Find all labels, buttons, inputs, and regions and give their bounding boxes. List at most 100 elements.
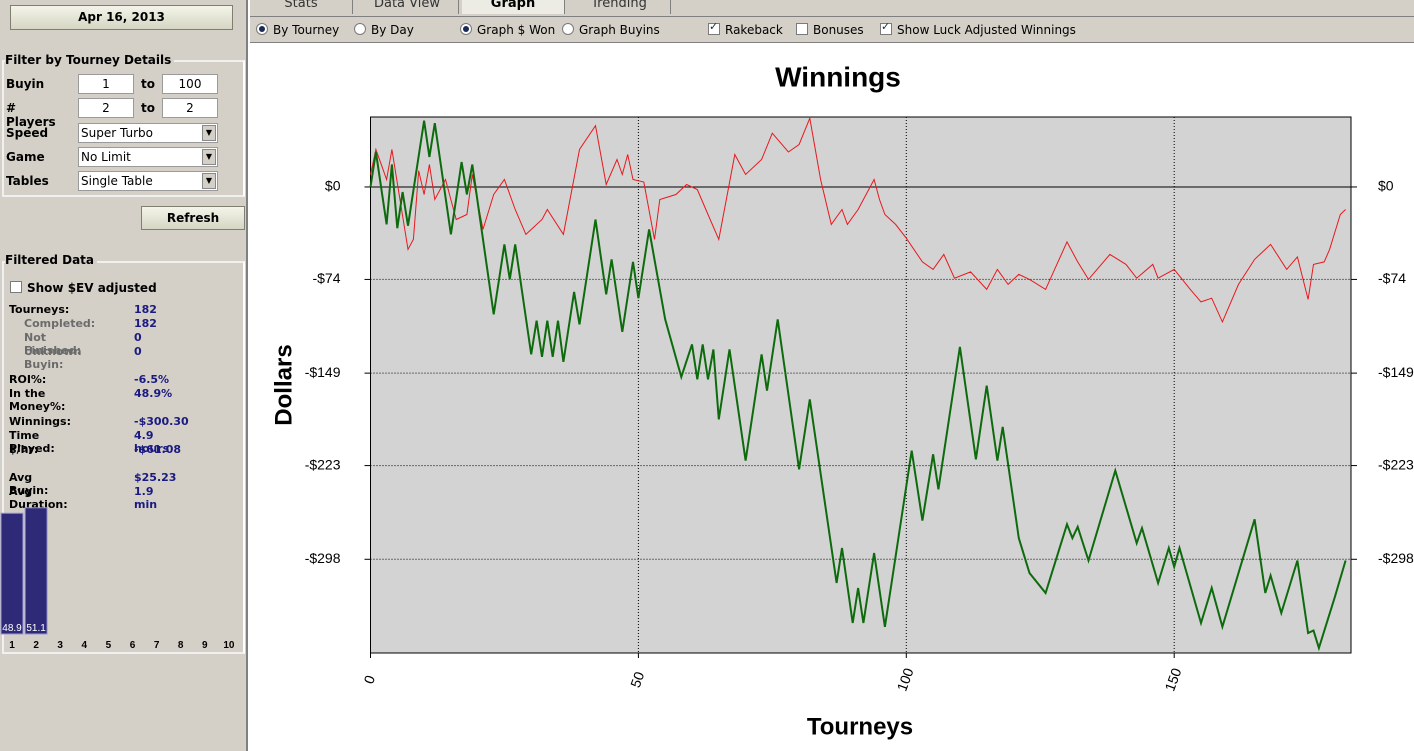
stat-label: ROI%: (9, 373, 47, 386)
stat-label: Winnings: (9, 415, 71, 428)
x-axis-label: Tourneys (807, 713, 913, 740)
select[interactable]: No Limit ▼ (78, 147, 218, 167)
option-label: Graph Buyins (579, 23, 660, 37)
filter-to-label: to (141, 77, 155, 91)
option-label: Bonuses (813, 23, 864, 37)
y-tick-label: -$74 (312, 270, 340, 286)
check-mark: ✓ (881, 20, 891, 33)
x-tick-label: 9 (202, 640, 208, 651)
stat-value: 48.9% (134, 387, 173, 400)
check-mark: ✓ (709, 20, 719, 33)
checkbox[interactable] (796, 23, 808, 35)
stat-value: 0 (134, 331, 142, 344)
select-label: Game (6, 150, 45, 164)
radio-dot (463, 26, 469, 32)
stat-value: 182 (134, 303, 157, 316)
filter-to[interactable]: 2 (162, 98, 218, 118)
filter-label: Buyin (6, 77, 45, 91)
x-tick-label: 50 (627, 669, 647, 689)
checkbox[interactable] (10, 281, 22, 293)
dropdown-arrow[interactable]: ▼ (202, 173, 216, 189)
stat-value: -$61.08 (134, 443, 182, 456)
stat-label: Time Played: (9, 429, 55, 455)
select-value: Super Turbo (81, 126, 153, 140)
stat-label: In the Money%: (9, 387, 66, 413)
filter-to-label: to (141, 101, 155, 115)
x-tick-label: 8 (178, 640, 184, 651)
y-tick-label: -$149 (305, 364, 341, 380)
filtered-box (2, 261, 245, 654)
radio-dot (259, 26, 265, 32)
filter-label: # Players (6, 101, 56, 129)
dropdown-arrow[interactable]: ▼ (202, 149, 216, 165)
y-tick-label: -$223 (305, 456, 341, 472)
filter-to[interactable]: 100 (162, 74, 218, 94)
date-button[interactable]: Apr 16, 2013 (10, 5, 233, 30)
tab[interactable]: Data View (356, 0, 459, 14)
line-series (370, 116, 1346, 324)
refresh-button[interactable]: Refresh (141, 206, 245, 230)
toolbar-option[interactable]: ✓ Rakeback (708, 20, 783, 37)
x-tick-label: 150 (1161, 666, 1184, 694)
radio[interactable] (256, 23, 268, 35)
tab[interactable]: Trending (568, 0, 671, 14)
data-label: 51.1 (26, 623, 46, 634)
select-value: No Limit (81, 150, 131, 164)
stat-value: -6.5% (134, 373, 170, 386)
stat-value: 1.9 min (134, 485, 158, 511)
stat-label: Completed: (24, 317, 96, 330)
stat-value: 0 (134, 345, 142, 358)
chart-title: Winnings (775, 61, 901, 92)
ev-checkbox[interactable]: Show $EV adjusted (10, 281, 157, 295)
radio[interactable] (562, 23, 574, 35)
x-tick-label: 10 (223, 640, 235, 651)
stat-value: 182 (134, 317, 157, 330)
option-label: By Day (371, 23, 414, 37)
toolbar-option[interactable]: By Tourney (256, 23, 339, 37)
radio[interactable] (354, 23, 366, 35)
x-tick-label: 2 (33, 640, 39, 651)
select[interactable]: Single Table ▼ (78, 171, 218, 191)
section-title: Filtered Data (5, 253, 98, 267)
select-label: Speed (6, 126, 49, 140)
checkbox[interactable]: ✓ (708, 20, 720, 35)
sidebar: Apr 16, 2013 Filter by Tourney Details B… (0, 0, 248, 751)
stat-value: 4.9 hours (134, 429, 170, 455)
option-label: Show Luck Adjusted Winnings (897, 23, 1076, 37)
y-tick-label: $0 (325, 178, 341, 194)
toolbar-option[interactable]: ✓ Show Luck Adjusted Winnings (880, 20, 1076, 37)
filter-from[interactable]: 2 (78, 98, 134, 118)
radio[interactable] (460, 23, 472, 35)
bar (24, 507, 48, 635)
toolbar-option[interactable]: Graph Buyins (562, 23, 660, 37)
toolbar-option[interactable]: Bonuses (796, 23, 864, 37)
toolbar-option[interactable]: By Day (354, 23, 414, 37)
checkbox-label: Show $EV adjusted (27, 281, 157, 295)
data-label: 48.9 (2, 623, 22, 634)
x-tick-label: 1 (9, 640, 15, 651)
toolbar-option[interactable]: Graph $ Won (460, 23, 555, 37)
x-tick-label: 3 (57, 640, 63, 651)
y2-tick-label: -$223 (1378, 456, 1414, 472)
stat-label: Unknown Buyin: (24, 345, 82, 371)
checkbox[interactable]: ✓ (880, 20, 892, 35)
y-axis-label: Dollars (270, 344, 297, 425)
y2-tick-label: -$149 (1378, 364, 1414, 380)
tab[interactable]: Stats (250, 0, 353, 14)
dropdown-arrow[interactable]: ▼ (202, 125, 216, 141)
stat-label: Avg Buyin: (9, 471, 49, 497)
stat-label: Not Finished: (24, 331, 81, 357)
tab[interactable]: Graph (462, 0, 565, 14)
x-tick-label: 7 (154, 640, 160, 651)
stat-label: Avg Duration: (9, 485, 68, 511)
toolbar: By Tourney By Day Graph $ Won Graph Buyins ✓… (250, 17, 1414, 43)
option-label: By Tourney (273, 23, 340, 37)
filter-from[interactable]: 1 (78, 74, 134, 94)
x-tick-label: 5 (106, 640, 112, 651)
y-tick-label: -$298 (305, 550, 341, 566)
select[interactable]: Super Turbo ▼ (78, 123, 218, 143)
stat-label: Tourneys: (9, 303, 70, 316)
line-series (369, 120, 1347, 652)
